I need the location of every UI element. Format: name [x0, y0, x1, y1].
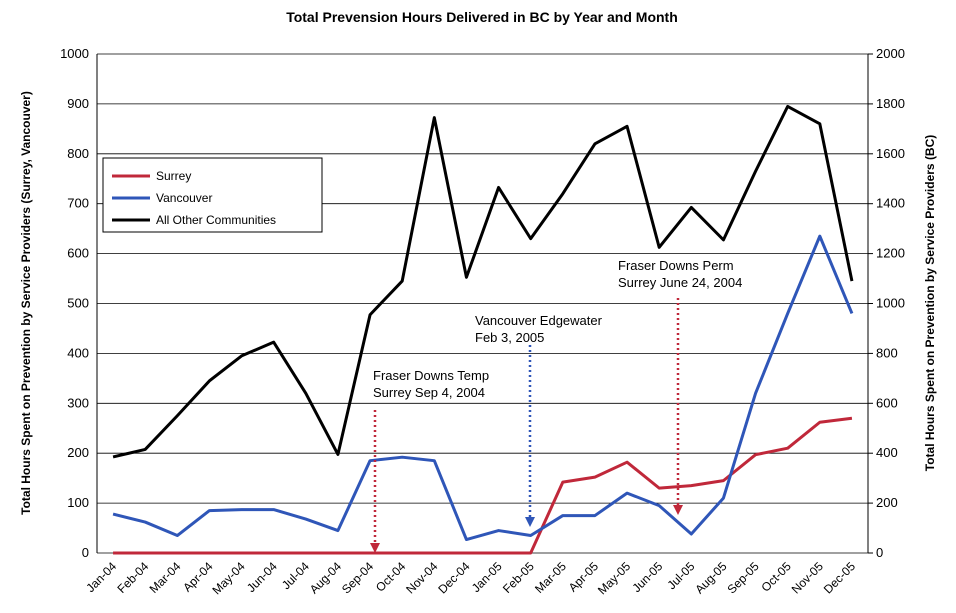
- y-tick-label: 0: [82, 545, 89, 560]
- x-tick-label: May-04: [209, 559, 247, 597]
- x-tick-label: Dec-05: [821, 559, 858, 596]
- x-tick-label: Dec-04: [435, 559, 472, 596]
- y-tick-label: 700: [67, 196, 89, 211]
- y-tick-label: 900: [67, 96, 89, 111]
- arrow-head: [525, 517, 535, 527]
- legend-label: Surrey: [156, 169, 191, 183]
- y-tick-label: 1000: [60, 46, 89, 61]
- y-tick-label: 600: [67, 246, 89, 261]
- annotation-text: Surrey Sep 4, 2004: [373, 385, 485, 400]
- y-tick-label: 100: [67, 495, 89, 510]
- x-tick-label: Jan-05: [469, 559, 505, 595]
- y-axis-label: Total Hours Spent on Prevention by Servi…: [19, 91, 33, 515]
- x-tick-label: Sep-05: [724, 559, 761, 596]
- y2-tick-label: 800: [876, 345, 898, 360]
- y2-tick-label: 400: [876, 445, 898, 460]
- annotation-text: Surrey June 24, 2004: [618, 275, 742, 290]
- x-tick-label: Oct-05: [758, 559, 794, 595]
- x-tick-label: Mar-04: [147, 559, 184, 596]
- x-tick-label: Jan-04: [83, 559, 119, 595]
- y2-tick-label: 1400: [876, 196, 905, 211]
- y-tick-label: 500: [67, 296, 89, 311]
- legend-box: [102, 157, 323, 233]
- annotation-text: Feb 3, 2005: [475, 330, 544, 345]
- y2-tick-label: 1000: [876, 296, 905, 311]
- x-tick-label: Jun-04: [244, 559, 280, 595]
- y2-tick-label: 1800: [876, 96, 905, 111]
- y-tick-label: 300: [67, 395, 89, 410]
- annotation-text: Fraser Downs Temp: [373, 368, 489, 383]
- x-tick-label: Nov-04: [403, 559, 440, 596]
- arrow-head: [673, 505, 683, 515]
- y2-tick-label: 600: [876, 395, 898, 410]
- y2-tick-label: 1200: [876, 246, 905, 261]
- series-line: [112, 104, 854, 459]
- legend-label: Vancouver: [156, 191, 212, 205]
- y-tick-label: 200: [67, 445, 89, 460]
- x-tick-label: Oct-04: [373, 559, 409, 595]
- y2-tick-label: 0: [876, 545, 883, 560]
- y-tick-label: 800: [67, 146, 89, 161]
- x-tick-label: Jun-05: [629, 559, 665, 595]
- x-tick-label: Aug-04: [307, 559, 344, 596]
- series-line: [112, 234, 854, 542]
- annotation-text: Fraser Downs Perm: [618, 258, 734, 273]
- y2-tick-label: 2000: [876, 46, 905, 61]
- y2-axis-label: Total Hours Spent on Prevention by Servi…: [923, 135, 937, 472]
- x-tick-label: Sep-04: [339, 559, 376, 596]
- x-tick-label: Nov-05: [789, 559, 826, 596]
- y2-tick-label: 200: [876, 495, 898, 510]
- x-tick-label: Feb-05: [500, 559, 537, 596]
- annotation-text: Vancouver Edgewater: [475, 313, 603, 328]
- x-tick-label: Feb-04: [115, 559, 152, 596]
- arrow-head: [370, 543, 380, 553]
- x-tick-label: Aug-05: [692, 559, 729, 596]
- y-tick-label: 400: [67, 345, 89, 360]
- x-tick-label: Mar-05: [532, 559, 569, 596]
- x-tick-label: May-05: [595, 559, 633, 597]
- chart-title: Total Prevension Hours Delivered in BC b…: [286, 9, 678, 25]
- y2-tick-label: 1600: [876, 146, 905, 161]
- legend-label: All Other Communities: [156, 213, 276, 227]
